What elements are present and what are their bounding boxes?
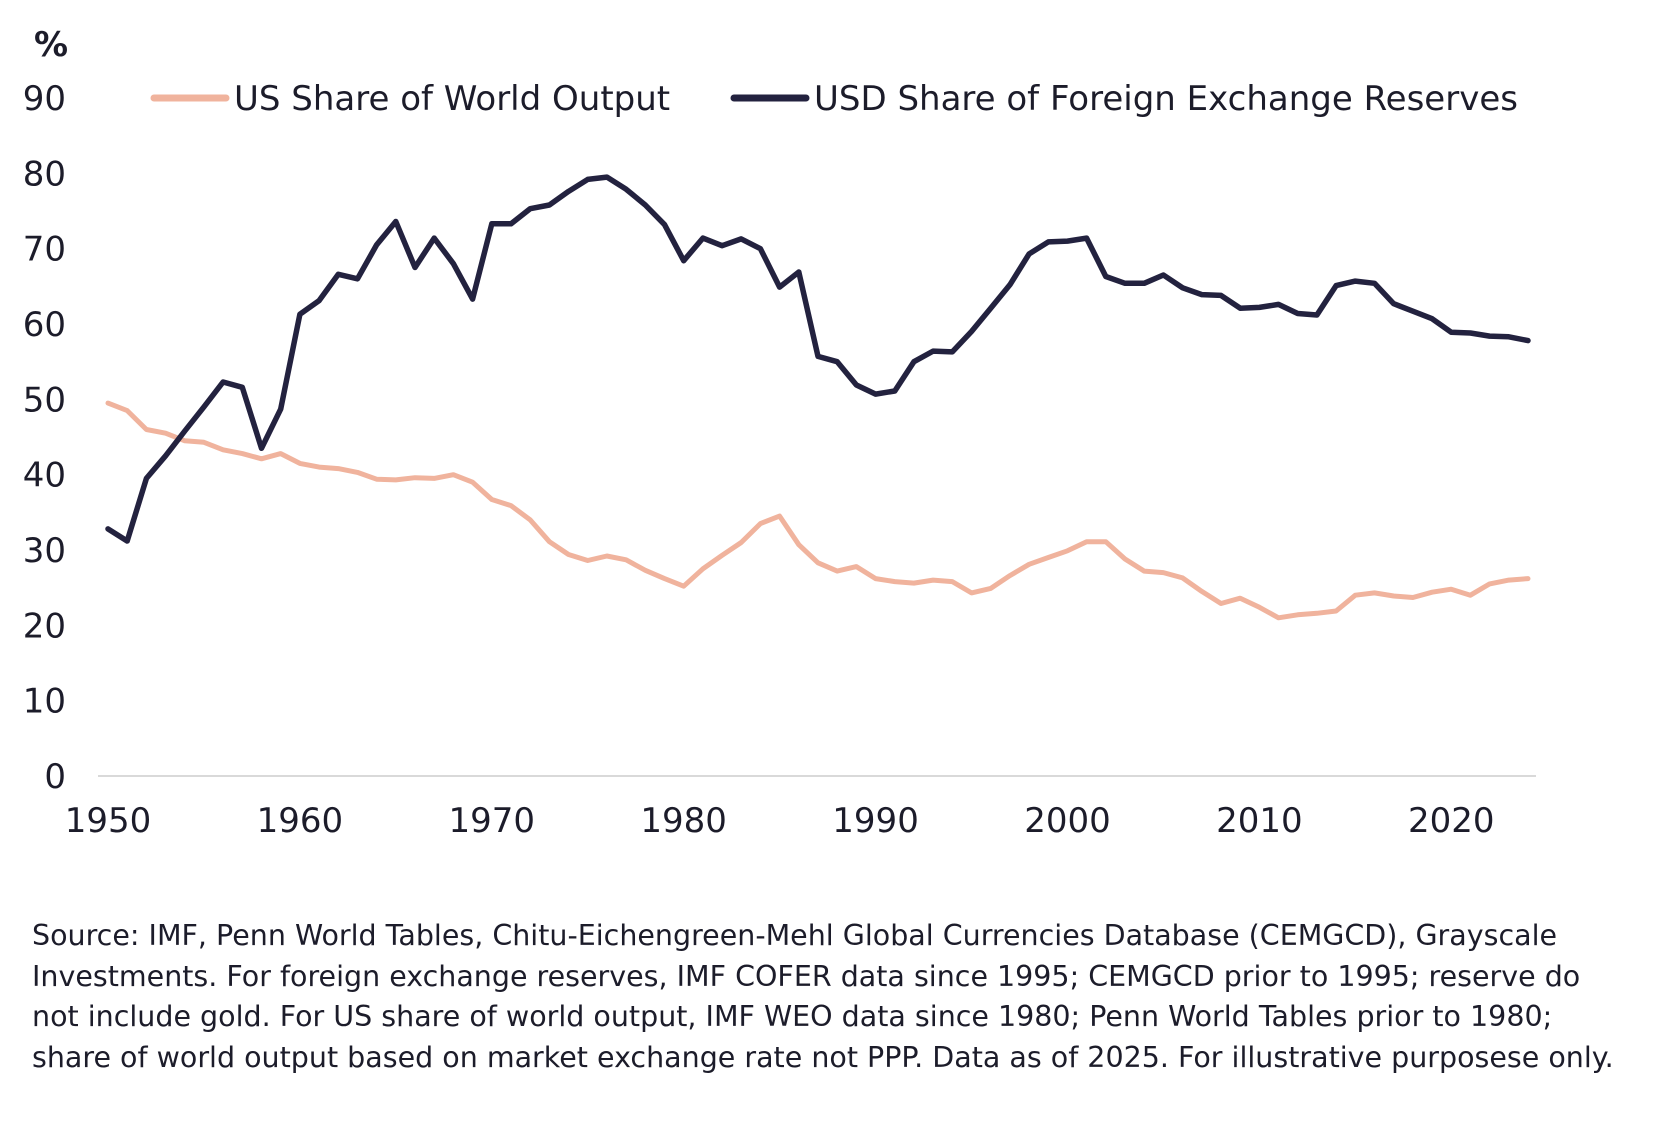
y-tick-label: 40: [23, 456, 66, 496]
x-axis-ticks: 1950 1960 1970 1980 1990 2000 2010 2020: [65, 801, 1495, 841]
y-tick-label: 30: [23, 531, 66, 571]
series-lines: [105, 174, 1531, 621]
x-tick-label: 2020: [1408, 801, 1495, 841]
legend-label-usd-reserves: USD Share of Foreign Exchange Reserves: [814, 79, 1518, 119]
x-tick-label: 2000: [1024, 801, 1111, 841]
x-tick-label: 2010: [1216, 801, 1303, 841]
x-tick-label: 1990: [832, 801, 919, 841]
source-footnote: Source: IMF, Penn World Tables, Chitu-Ei…: [32, 919, 1614, 1074]
x-tick-label: 1970: [449, 801, 536, 841]
y-axis-unit-label: %: [34, 25, 68, 65]
y-tick-label: 90: [23, 79, 66, 119]
y-tick-label: 0: [44, 757, 66, 797]
x-tick-label: 1950: [65, 801, 152, 841]
y-tick-label: 70: [23, 230, 66, 270]
y-tick-label: 60: [23, 305, 66, 345]
x-tick-label: 1960: [257, 801, 344, 841]
legend-label-us-output: US Share of World Output: [234, 79, 670, 119]
y-tick-label: 80: [23, 154, 66, 194]
y-tick-label: 10: [23, 682, 66, 722]
y-tick-label: 50: [23, 380, 66, 420]
series-line-usd-reserves: [105, 174, 1531, 544]
legend: US Share of World Output USD Share of Fo…: [150, 79, 1518, 119]
chart-area: % 0 10 20 30 40 50 60 70 80 90 1950 1960 1970 1980 19…: [23, 25, 1536, 841]
series-line-us-output: [105, 400, 1531, 621]
y-tick-label: 20: [23, 606, 66, 646]
x-tick-label: 1980: [640, 801, 727, 841]
y-axis-ticks: 0 10 20 30 40 50 60 70 80 90: [23, 79, 66, 797]
